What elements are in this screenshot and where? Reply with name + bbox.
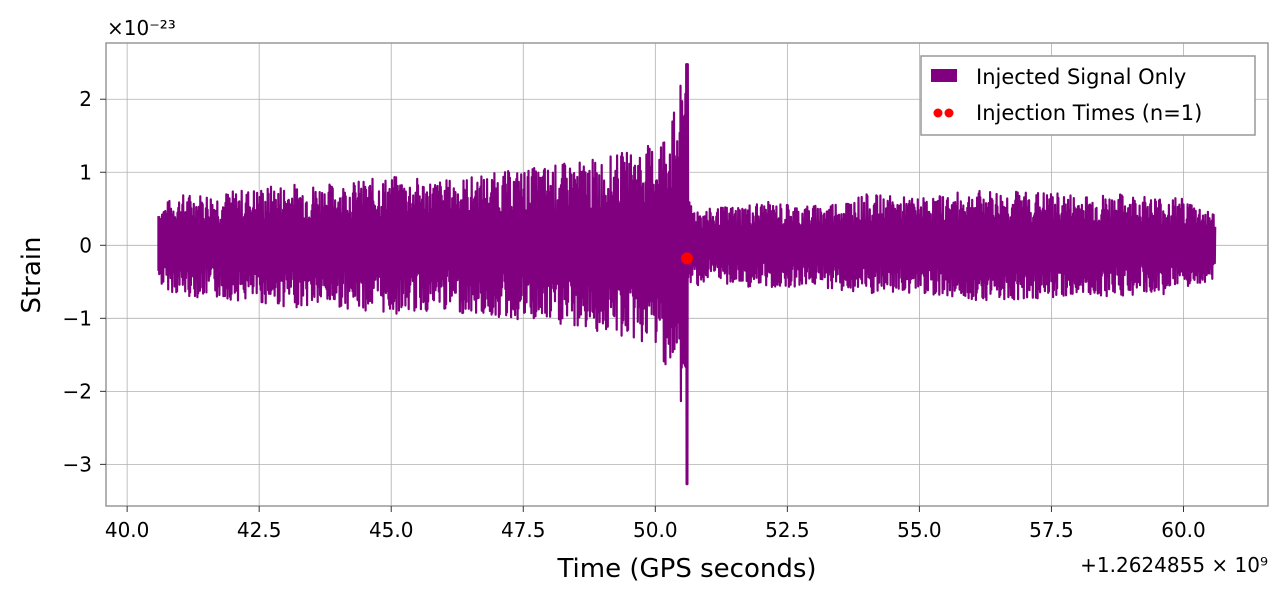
legend: Injected Signal Only Injection Times (n=… [920, 55, 1256, 136]
x-tick-label: 47.5 [501, 518, 546, 542]
y-tick-label: −3 [63, 452, 92, 476]
y-axis-ticks: −3 −2 −1 0 1 2 [63, 87, 106, 476]
legend-swatch-signal [931, 69, 957, 82]
legend-marker-injection [933, 108, 943, 118]
x-tick-label: 55.0 [897, 518, 942, 542]
y-tick-label: −2 [63, 379, 92, 403]
y-axis-label: Strain [17, 236, 47, 313]
legend-label-signal: Injected Signal Only [976, 65, 1186, 89]
x-tick-label: 50.0 [633, 518, 678, 542]
x-tick-label: 42.5 [237, 518, 282, 542]
y-tick-label: 1 [79, 160, 92, 184]
injection-point [681, 252, 693, 265]
series-injected-signal [157, 63, 1217, 486]
x-axis-label: Time (GPS seconds) [556, 554, 816, 584]
x-tick-label: 45.0 [369, 518, 414, 542]
series-injection-times [681, 252, 693, 265]
y-tick-label: 0 [79, 233, 92, 257]
x-offset-label: +1.2624855 × 10⁹ [1080, 553, 1268, 577]
x-axis-ticks: 40.0 42.5 45.0 47.5 50.0 52.5 55.0 57.5 60.0 [105, 506, 1206, 542]
x-tick-label: 52.5 [765, 518, 810, 542]
y-tick-label: −1 [63, 306, 92, 330]
y-scale-label: ×10⁻²³ [107, 16, 176, 40]
legend-label-injection: Injection Times (n=1) [976, 101, 1202, 125]
x-tick-label: 60.0 [1161, 518, 1206, 542]
y-tick-label: 2 [79, 87, 92, 111]
x-tick-label: 57.5 [1029, 518, 1074, 542]
plot-area [157, 63, 1217, 486]
x-tick-label: 40.0 [105, 518, 150, 542]
legend-marker-injection [944, 108, 954, 118]
strain-line [157, 63, 1217, 486]
plot-frame [105, 42, 1269, 507]
legend-box [920, 55, 1256, 136]
